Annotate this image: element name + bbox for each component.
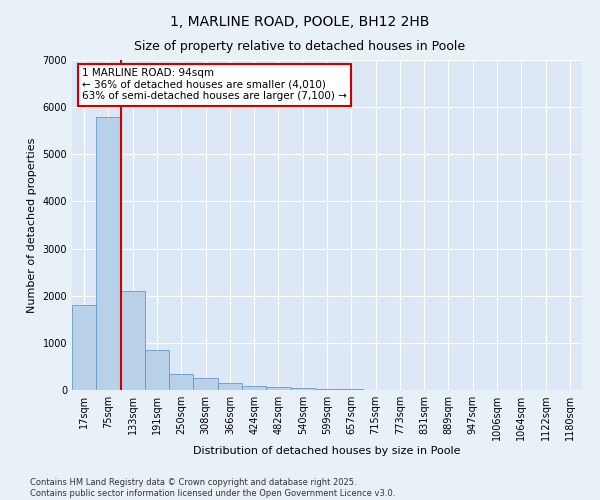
Bar bbox=[145, 350, 169, 390]
X-axis label: Distribution of detached houses by size in Poole: Distribution of detached houses by size … bbox=[193, 446, 461, 456]
Bar bbox=[121, 291, 145, 390]
Text: Size of property relative to detached houses in Poole: Size of property relative to detached ho… bbox=[134, 40, 466, 53]
Bar bbox=[96, 116, 121, 390]
Bar bbox=[193, 378, 218, 390]
Text: Contains HM Land Registry data © Crown copyright and database right 2025.
Contai: Contains HM Land Registry data © Crown c… bbox=[30, 478, 395, 498]
Bar bbox=[242, 386, 266, 390]
Bar bbox=[169, 374, 193, 390]
Text: 1 MARLINE ROAD: 94sqm
← 36% of detached houses are smaller (4,010)
63% of semi-d: 1 MARLINE ROAD: 94sqm ← 36% of detached … bbox=[82, 68, 347, 102]
Text: 1, MARLINE ROAD, POOLE, BH12 2HB: 1, MARLINE ROAD, POOLE, BH12 2HB bbox=[170, 15, 430, 29]
Y-axis label: Number of detached properties: Number of detached properties bbox=[27, 138, 37, 312]
Bar bbox=[290, 388, 315, 390]
Bar bbox=[266, 387, 290, 390]
Bar bbox=[218, 383, 242, 390]
Bar bbox=[72, 305, 96, 390]
Bar bbox=[315, 389, 339, 390]
